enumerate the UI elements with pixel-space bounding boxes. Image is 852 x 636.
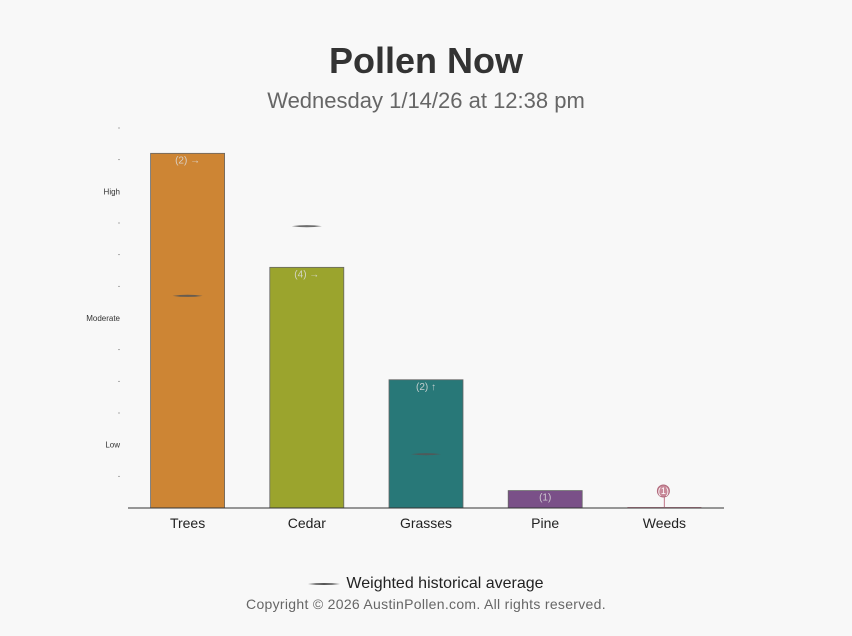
chart-subtitle: Wednesday 1/14/26 at 12:38 pm [267, 88, 585, 113]
legend-label: Weighted historical average [346, 575, 544, 592]
x-category-label: Pine [531, 515, 559, 531]
bar-data-label: (4) → [294, 269, 319, 280]
historical-average-marker [411, 453, 441, 456]
historical-average-marker [172, 294, 203, 297]
chart-title: Pollen Now [328, 40, 523, 81]
bar-grasses [388, 379, 464, 509]
bar-data-label: (1) [658, 486, 669, 496]
bar-cedar [269, 266, 345, 509]
bar-trees [150, 152, 226, 509]
y-tick-label: Low [105, 441, 120, 450]
y-tick-label: High [104, 187, 120, 196]
bar-data-label: (2) → [175, 155, 200, 166]
historical-average-marker [291, 225, 322, 228]
bar-data-label: (1) [539, 493, 551, 504]
bar-marker-weeds [656, 484, 670, 498]
bar-data-label: (2) ↑ [416, 382, 436, 393]
x-category-label: Trees [170, 515, 205, 531]
copyright-text: Copyright © 2026 AustinPollen.com. All r… [246, 596, 606, 612]
y-tick-label: Moderate [86, 314, 120, 323]
x-category-label: Cedar [288, 515, 326, 531]
legend: Weighted historical average [0, 575, 852, 593]
x-category-label: Weeds [643, 515, 686, 531]
legend-swatch-icon [308, 582, 341, 585]
x-category-label: Grasses [400, 515, 452, 531]
